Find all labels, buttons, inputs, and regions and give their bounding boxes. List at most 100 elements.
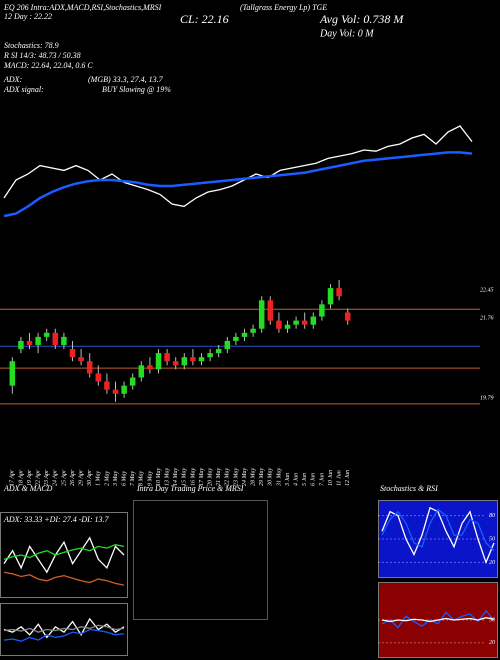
candle-body <box>250 328 256 333</box>
x-tick-label: 2 May <box>104 471 110 486</box>
x-tick-label: 3 Jun <box>285 473 291 487</box>
x-tick-label: 7 Jun <box>319 473 325 486</box>
y-tick-label: 50 <box>489 536 495 542</box>
candle-body <box>18 340 24 350</box>
adx-text: ADX: <box>3 75 23 84</box>
panel-title: Intra Day Trading Price & MRSI <box>136 484 244 493</box>
x-tick-label: 26 Apr <box>70 469 76 486</box>
series-line <box>3 125 473 208</box>
candle-body <box>172 361 179 366</box>
candle-body <box>276 320 282 329</box>
panel-label: ADX: 33.33 +DI: 27.4 -DI: 13.7 <box>3 515 109 524</box>
series-line <box>381 617 495 623</box>
candle-body <box>293 320 299 325</box>
x-tick-label: 10 May <box>156 468 162 486</box>
x-tick-label: 16 May <box>190 468 196 486</box>
x-tick-label: 5 Jun <box>302 473 308 486</box>
candle-body <box>112 389 119 394</box>
candle-body <box>233 336 239 341</box>
x-tick-label: 4 Jun <box>292 473 299 486</box>
y-tick-label: 20 <box>489 640 495 646</box>
series-line <box>3 536 125 574</box>
panel-border <box>133 500 268 620</box>
x-tick-label: 3 May <box>113 471 119 487</box>
x-tick-label: 22 Apr <box>35 469 41 486</box>
candle-body <box>310 316 317 325</box>
candle-body <box>267 300 274 321</box>
candle-body <box>121 385 127 394</box>
adx-signal-label: ADX signal: <box>3 85 44 94</box>
stoch-text: Stochastics: 78.9 <box>4 41 59 50</box>
header-text: 12 Day : 22.22 <box>4 12 52 21</box>
series-line <box>381 506 495 565</box>
company-name: (Tallgrass Energy Lp) TGE <box>240 3 327 12</box>
adx-values: (MGB) 33.3, 27.4, 13.7 <box>88 75 164 84</box>
candle-body <box>190 357 196 362</box>
macd-text: MACD: 22.64, 22.04, 0.6 C <box>3 61 93 70</box>
candle-body <box>104 381 110 390</box>
panel-border <box>0 603 128 656</box>
rsi-text: R SI 14/3: 48.73 / 50.38 <box>3 51 81 60</box>
candle-body <box>215 349 222 354</box>
y-tick-label: 21.76 <box>480 316 494 322</box>
x-tick-label: 25 Apr <box>61 469 67 486</box>
x-tick-label: 9 May <box>147 471 153 486</box>
candle-body <box>155 353 162 370</box>
x-tick-label: 17 Apr <box>10 469 16 486</box>
panel-title: Stochastics & RSI <box>380 484 438 493</box>
x-tick-label: 21 May <box>216 468 222 486</box>
candle-body <box>224 340 231 350</box>
y-tick-label: 20 <box>489 560 495 566</box>
x-tick-label: 6 Jun <box>311 473 317 486</box>
x-tick-label: 13 May <box>164 468 170 486</box>
y-tick-label: 50 <box>489 617 495 623</box>
panel-border <box>378 500 498 578</box>
candle-body <box>43 332 50 337</box>
candle-body <box>327 288 334 305</box>
candle-body <box>301 320 308 325</box>
candle-body <box>319 304 325 317</box>
candle-body <box>26 340 33 345</box>
close-price: CL: 22.16 <box>180 12 229 26</box>
x-tick-label: 24 Apr <box>52 469 59 486</box>
series-line <box>3 151 473 218</box>
panel-border <box>0 512 128 598</box>
candle-body <box>344 312 351 321</box>
candle-body <box>52 332 59 345</box>
x-tick-label: 29 Apr <box>78 469 84 486</box>
day-volume: Day Vol: 0 M <box>319 28 374 39</box>
x-tick-label: 18 Apr <box>18 469 24 486</box>
x-tick-label: 6 May <box>121 471 127 486</box>
x-tick-label: 30 Apr <box>87 469 93 487</box>
series-line <box>381 508 495 552</box>
x-tick-label: 24 May <box>241 468 248 486</box>
x-tick-label: 22 May <box>225 468 231 486</box>
y-tick-label: 22.45 <box>480 287 494 294</box>
candle-body <box>241 332 248 337</box>
x-tick-label: 15 May <box>182 468 188 486</box>
x-tick-label: 30 May <box>268 468 274 487</box>
x-tick-label: 11 Jun <box>336 470 342 486</box>
series-line <box>3 628 125 642</box>
candle-body <box>35 336 41 345</box>
panel-title: ADX & MACD <box>3 484 53 493</box>
candle-body <box>336 288 342 297</box>
x-tick-label: 1 May <box>96 471 102 486</box>
avg-volume: Avg Vol: 0.738 M <box>319 12 404 26</box>
candle-body <box>86 361 93 374</box>
panel-border <box>378 582 498 658</box>
series-line <box>3 544 125 560</box>
candle-body <box>207 353 213 358</box>
candle-body <box>147 365 153 370</box>
candle-body <box>181 357 188 366</box>
y-tick-label: 19.79 <box>480 396 494 402</box>
y-tick-label: 80 <box>489 513 495 519</box>
x-tick-label: 23 May <box>233 468 239 486</box>
candle-body <box>138 365 145 378</box>
candle-body <box>78 357 84 362</box>
candle-body <box>69 349 76 358</box>
x-tick-label: 31 May <box>276 468 282 487</box>
x-tick-label: 19 Apr <box>27 469 33 486</box>
adx-signal: BUY Slowing @ 19% <box>102 85 171 94</box>
candle-body <box>198 357 205 362</box>
